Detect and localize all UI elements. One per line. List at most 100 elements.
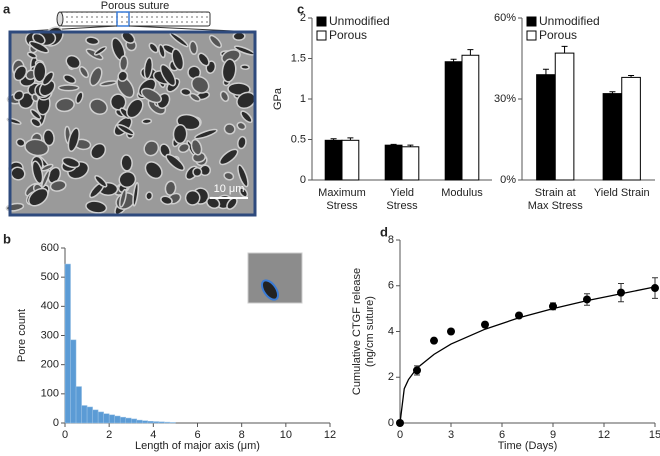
x-axis-label: Length of major axis (μm) bbox=[135, 440, 260, 452]
sem-pore bbox=[227, 82, 251, 96]
y-tick-label: 60% bbox=[494, 12, 516, 24]
hist-bar bbox=[114, 415, 121, 424]
y-tick-label: 300 bbox=[41, 329, 59, 341]
panel-label: d bbox=[380, 224, 388, 239]
fit-line bbox=[399, 286, 656, 424]
error-bar bbox=[450, 58, 457, 62]
bar bbox=[602, 93, 623, 181]
sem-pore bbox=[197, 52, 210, 67]
y-axis-label: GPa bbox=[272, 87, 284, 110]
x-tick-label: 6 bbox=[194, 429, 200, 441]
sem-pore bbox=[85, 200, 108, 214]
sem-pore bbox=[171, 48, 185, 71]
y-tick-label: 100 bbox=[41, 388, 59, 400]
bar bbox=[324, 139, 343, 181]
y-tick-label: 0 bbox=[53, 417, 59, 429]
sem-pore bbox=[117, 70, 129, 82]
sem-pore bbox=[24, 138, 50, 157]
sem-pore bbox=[143, 140, 160, 157]
panel-label: b bbox=[3, 231, 11, 246]
zoom-box bbox=[116, 11, 130, 27]
x-tick-label: 10 bbox=[280, 429, 292, 441]
x-tick-label: Yield Strain bbox=[594, 187, 650, 199]
sem-pore bbox=[89, 98, 108, 116]
sem-pore bbox=[223, 171, 235, 181]
hist-bar bbox=[86, 406, 93, 424]
sem-pore bbox=[29, 108, 42, 120]
y-tick-label: 8 bbox=[388, 234, 394, 246]
sem-pore bbox=[120, 154, 133, 172]
sem-pore bbox=[190, 138, 203, 156]
sem-pore bbox=[132, 181, 140, 207]
error-bar bbox=[561, 45, 568, 54]
error-bar bbox=[609, 91, 616, 94]
sem-pore bbox=[26, 51, 38, 59]
x-tick-label: 3 bbox=[448, 429, 454, 441]
sem-pore bbox=[208, 34, 222, 49]
suture bbox=[59, 11, 211, 27]
hist-bar bbox=[136, 419, 143, 424]
sem-pore bbox=[145, 191, 154, 201]
legend-swatch bbox=[316, 30, 327, 41]
panel-label: c bbox=[297, 1, 304, 16]
y-tick-label: 600 bbox=[41, 242, 59, 254]
sem-pore bbox=[28, 187, 49, 207]
point bbox=[651, 284, 659, 293]
sem-pore bbox=[89, 66, 103, 87]
sem-pore bbox=[240, 64, 250, 70]
sem-pore bbox=[94, 175, 108, 188]
y-tick-label: 200 bbox=[41, 359, 59, 371]
legend-label: Porous bbox=[329, 28, 367, 42]
hist-bar bbox=[164, 421, 171, 424]
error-bar bbox=[407, 144, 414, 147]
sem-pore bbox=[49, 179, 67, 192]
error-bar bbox=[347, 137, 354, 141]
x-tick-label: Stress bbox=[326, 200, 358, 212]
bar bbox=[384, 144, 403, 181]
sem-pore bbox=[85, 36, 100, 46]
y-tick-label: 4 bbox=[388, 325, 394, 337]
error-bar bbox=[330, 138, 337, 141]
bar bbox=[554, 52, 575, 181]
sem-pore bbox=[194, 128, 218, 140]
x-tick-label: Maximum bbox=[318, 187, 366, 199]
y-tick-label: 1.5 bbox=[291, 52, 306, 64]
sem-pore bbox=[160, 195, 173, 206]
hist-bar bbox=[97, 411, 104, 424]
y-tick-label: 0.5 bbox=[291, 133, 306, 145]
bar bbox=[341, 139, 360, 181]
x-tick-label: 6 bbox=[499, 429, 505, 441]
sem-pore bbox=[75, 91, 84, 105]
x-tick-label: 8 bbox=[239, 429, 245, 441]
sem-pore bbox=[55, 97, 75, 113]
hist-bar bbox=[131, 418, 138, 424]
point bbox=[396, 419, 404, 427]
sem-pore bbox=[148, 42, 159, 54]
sem-pore bbox=[240, 110, 253, 124]
x-tick-label: 4 bbox=[150, 429, 156, 441]
x-tick-label: 0 bbox=[62, 429, 68, 441]
sem-pore bbox=[62, 74, 77, 85]
point bbox=[447, 327, 455, 336]
y-tick-label: 2 bbox=[300, 12, 306, 24]
y-tick-label: 30% bbox=[494, 93, 516, 105]
sem-pore bbox=[236, 121, 247, 131]
hist-bar bbox=[103, 413, 110, 424]
sem-pore bbox=[13, 90, 25, 101]
sem-pore bbox=[218, 148, 239, 166]
y-axis-label: Pore count bbox=[16, 309, 28, 362]
point bbox=[515, 311, 523, 320]
suture-label: Porous suture bbox=[101, 0, 169, 12]
y-tick-label: 1 bbox=[300, 93, 306, 105]
y-axis-label: (ng/cm suture) bbox=[364, 296, 376, 367]
sem-pore bbox=[30, 117, 42, 128]
hist-bar bbox=[92, 409, 99, 424]
sem-pore bbox=[13, 65, 28, 82]
sem-pore bbox=[237, 164, 249, 188]
hist-bar bbox=[108, 414, 115, 424]
y-tick-label: 0 bbox=[300, 174, 306, 186]
point bbox=[430, 336, 438, 345]
sem-pore bbox=[33, 61, 47, 83]
bar bbox=[401, 146, 420, 181]
legend-label: Unmodified bbox=[329, 14, 390, 28]
